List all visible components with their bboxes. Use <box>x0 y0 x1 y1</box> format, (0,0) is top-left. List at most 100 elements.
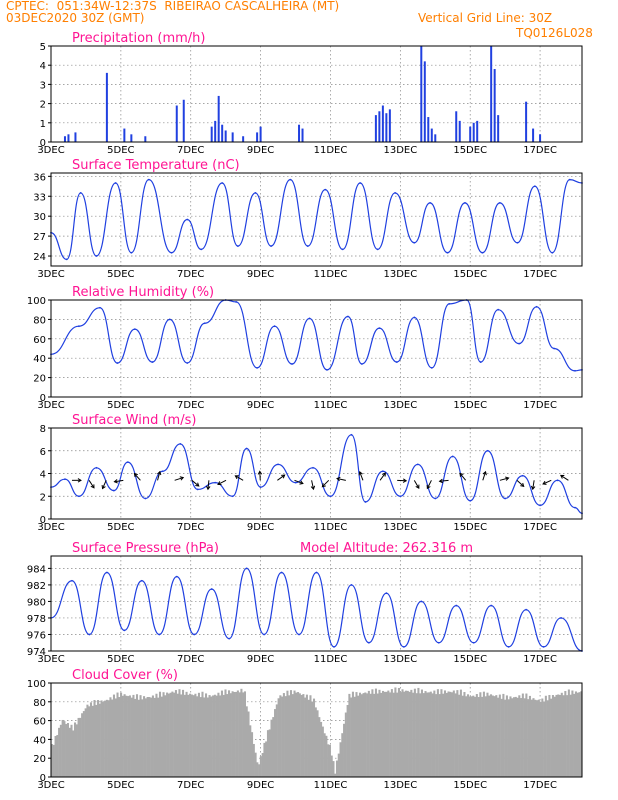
cloud-bar <box>268 729 271 777</box>
data-point <box>553 347 555 350</box>
data-point <box>399 495 402 498</box>
x-tick-label: 15DEC <box>453 400 487 411</box>
cloud-bar <box>89 702 93 777</box>
wind-arrow-head <box>426 484 431 490</box>
data-point <box>413 241 416 244</box>
cloud-bar <box>413 688 416 777</box>
y-tick-label: 982 <box>27 581 46 592</box>
cloud-bar <box>350 697 353 777</box>
data-point <box>429 201 431 204</box>
panel-5: 974 976 978 980 982 984 3DEC 5DEC 7DEC 9DEC 11DEC 1… <box>27 541 583 665</box>
data-point <box>521 474 524 477</box>
cloud-bar <box>63 721 66 777</box>
cloud-bar <box>181 689 185 777</box>
cloud-bar <box>371 689 374 777</box>
panel-title: Cloud Cover (%) <box>72 668 178 683</box>
cloud-bar <box>185 691 188 777</box>
cloud-bar <box>390 689 393 777</box>
cloud-bar <box>528 695 531 777</box>
cloud-bar <box>475 694 478 777</box>
cloud-bar <box>201 691 204 777</box>
cloud-bar <box>219 695 222 777</box>
y-tick-label: 20 <box>33 374 46 385</box>
panel-1: 0 1 2 3 4 5 3DEC 5DEC 7DEC 9DEC 11DEC 13DEC 15DEC 17D… <box>37 31 583 156</box>
wind-arrow-head <box>321 483 326 488</box>
wind-arrow <box>413 480 420 489</box>
cloud-bar <box>130 697 133 777</box>
data-point <box>289 178 292 181</box>
y-tick-label: 20 <box>33 754 46 765</box>
cloud-bar <box>86 704 89 777</box>
cloud-bar <box>399 692 402 777</box>
header-date: 03DEC2020 30Z (GMT) <box>6 11 145 25</box>
panel-frame <box>50 682 583 778</box>
y-tick-label: 8 <box>40 424 46 435</box>
cloud-bar <box>465 696 468 777</box>
cloud-bar <box>527 699 530 777</box>
x-tick-label: 9DEC <box>247 269 274 280</box>
cloud-bar <box>258 764 261 777</box>
data-point <box>158 633 161 636</box>
cloud-bar <box>75 724 78 777</box>
cloud-bar <box>203 697 206 777</box>
cloud-bar <box>95 704 98 777</box>
data-point <box>518 342 521 345</box>
cloud-bar <box>401 689 404 777</box>
x-tick-label: 17DEC <box>523 269 557 280</box>
cloud-bar <box>447 691 450 777</box>
cloud-bar <box>56 735 59 777</box>
cloud-bar <box>236 690 239 777</box>
data-point <box>395 361 398 363</box>
panel-4: 0 2 4 6 8 3DEC 5DEC 7DEC 9DEC 11DEC 13DEC 15DEC 17DE… <box>37 413 583 533</box>
cloud-bar <box>266 730 270 777</box>
cloud-bar <box>346 705 349 777</box>
cloud-bar <box>114 698 117 777</box>
x-tick-label: 11DEC <box>314 522 348 533</box>
cloud-bar <box>307 699 310 777</box>
data-point <box>539 504 541 507</box>
cloud-bar <box>424 691 427 777</box>
x-tick-label: 7DEC <box>177 269 204 280</box>
data-point <box>381 470 384 473</box>
x-tick-label: 9DEC <box>247 400 274 411</box>
panel-frame <box>50 299 583 398</box>
x-tick-label: 11DEC <box>314 145 348 156</box>
cloud-bar <box>72 730 75 777</box>
cloud-bar <box>325 735 328 777</box>
cloud-bar <box>249 725 252 777</box>
cloud-bar <box>279 695 282 777</box>
cloud-bar <box>194 693 197 777</box>
precip-bar <box>175 105 178 142</box>
x-tick-label: 15DEC <box>453 522 487 533</box>
cloud-bar <box>330 755 333 777</box>
cloud-bar <box>431 693 434 777</box>
data-point <box>175 575 178 578</box>
wind-arrow <box>114 479 124 483</box>
data-point <box>123 629 126 632</box>
data-point <box>525 608 528 611</box>
data-point <box>147 178 150 181</box>
x-tick-label: 11DEC <box>314 400 348 411</box>
data-point <box>168 318 171 321</box>
y-tick-label: 40 <box>33 354 46 365</box>
cloud-bar <box>544 695 547 777</box>
precip-bar <box>430 128 433 142</box>
cloud-bar <box>160 696 163 777</box>
data-point <box>228 637 231 640</box>
x-tick-label: 17DEC <box>523 780 557 791</box>
cloud-bar <box>362 693 365 777</box>
x-tick-label: 3DEC <box>37 400 64 411</box>
cloud-bar <box>169 692 172 777</box>
x-tick-label: 5DEC <box>107 269 134 280</box>
cloud-bar <box>222 694 225 777</box>
wind-arrow <box>532 480 535 490</box>
data-point <box>95 255 98 257</box>
data-point <box>71 579 73 582</box>
cloud-bar <box>360 694 363 777</box>
precip-bar <box>525 101 528 142</box>
cloud-bar <box>459 689 462 777</box>
cloud-bar <box>422 693 425 777</box>
data-point <box>214 481 217 484</box>
cloud-bar <box>111 699 114 777</box>
cloud-bar <box>410 689 413 777</box>
